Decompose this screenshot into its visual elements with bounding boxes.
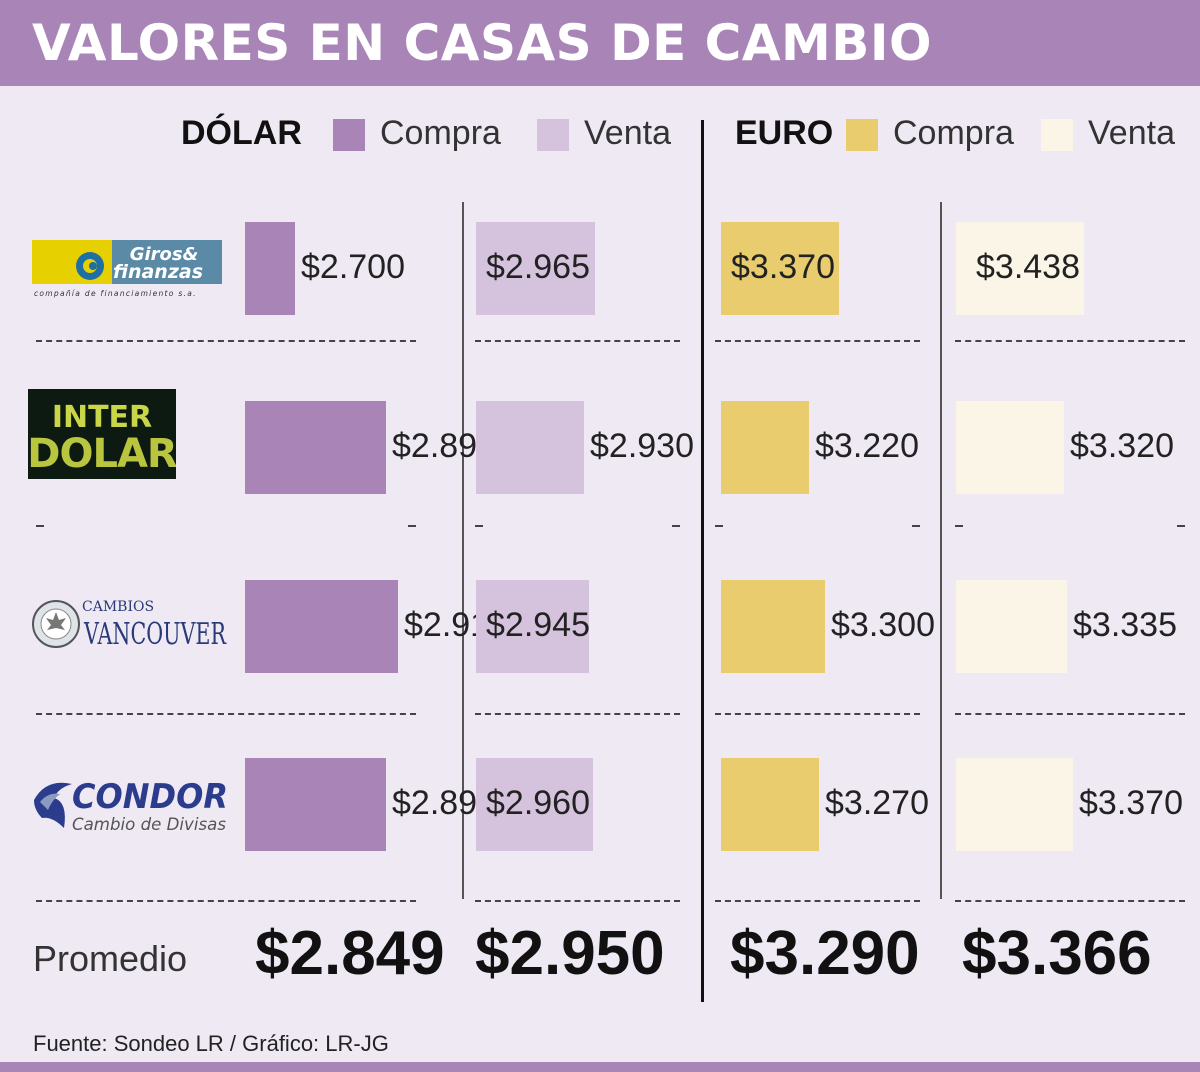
value-label-euro-venta-3: $3.335 [1073, 606, 1177, 644]
value-label-euro-compra-4: $3.270 [825, 784, 929, 822]
promedio-euro-venta: $3.366 [962, 919, 1152, 988]
vancouver-logo-line1: CAMBIOS [82, 599, 154, 615]
currency-divider [701, 120, 704, 1002]
row-separator-tick [36, 525, 44, 527]
giros-logo-tagline: compañía de financiamiento s.a. [34, 289, 197, 298]
row-separator [955, 900, 1185, 902]
bar-euro-compra-3 [721, 580, 825, 673]
bar-dolar-compra-1 [245, 222, 295, 315]
legend-swatch-euro-compra [846, 119, 878, 151]
bar-dolar-compra-4 [245, 758, 386, 851]
row-separator [36, 900, 416, 902]
legend-title-dolar: DÓLAR [181, 114, 302, 152]
condor-logo-line2: Cambio de Divisas [72, 815, 226, 835]
title-bar [0, 0, 1200, 86]
bar-euro-venta-4 [956, 758, 1073, 851]
value-label-dolar-venta-3: $2.945 [486, 606, 590, 644]
giros-finanzas-logo: Giros& finanzas compañía de financiamien… [32, 240, 222, 298]
value-label-euro-compra-3: $3.300 [831, 606, 935, 644]
bar-dolar-venta-4 [476, 758, 593, 851]
legend-label-euro-venta: Venta [1088, 114, 1175, 152]
value-label-euro-venta-4: $3.370 [1079, 784, 1183, 822]
value-label-dolar-venta-1: $2.965 [486, 248, 590, 286]
value-label-euro-compra-1: $3.370 [731, 248, 835, 286]
promedio-dolar-compra: $2.849 [255, 919, 445, 988]
row-separator [475, 713, 680, 715]
bar-dolar-compra-2 [245, 401, 386, 494]
row-separator-tick [672, 525, 680, 527]
bar-euro-venta-2 [956, 401, 1064, 494]
legend-title-euro: EURO [735, 114, 834, 152]
row-separator-tick [408, 525, 416, 527]
row-separator [715, 900, 920, 902]
giros-logo-line1: Giros& [130, 244, 199, 265]
bar-dolar-compra-3 [245, 580, 398, 673]
row-separator-tick [912, 525, 920, 527]
promedio-label: Promedio [33, 938, 188, 979]
row-separator [36, 713, 416, 715]
row-separator [475, 340, 680, 342]
value-label-dolar-compra-1: $2.700 [301, 248, 405, 286]
row-separator [955, 340, 1185, 342]
inter-logo-line1: INTER [52, 400, 152, 435]
inter-dolar-logo: INTER DOLAR [28, 389, 176, 479]
bar-euro-venta-3 [956, 580, 1067, 673]
legend-swatch-dolar-venta [537, 119, 569, 151]
legend-label-euro-compra: Compra [893, 114, 1014, 152]
row-separator [715, 340, 920, 342]
row-separator-tick [715, 525, 723, 527]
value-label-dolar-venta-4: $2.960 [486, 784, 590, 822]
value-label-dolar-venta-2: $2.930 [590, 427, 694, 465]
legend-swatch-euro-venta [1041, 119, 1073, 151]
bar-euro-venta-1 [956, 222, 1084, 315]
bar-dolar-venta-3 [476, 580, 589, 673]
inter-logo-line2: DOLAR [28, 431, 176, 477]
chart-title: VALORES EN CASAS DE CAMBIO [32, 14, 933, 72]
row-separator-tick [475, 525, 483, 527]
row-separator [475, 900, 680, 902]
row-separator-tick [955, 525, 963, 527]
bar-dolar-venta-2 [476, 401, 584, 494]
vancouver-logo-line2: VANCOUVER [83, 617, 227, 652]
condor-logo-line1: CONDOR [72, 777, 228, 817]
bar-dolar-venta-1 [476, 222, 595, 315]
euro-column-divider [940, 202, 942, 899]
vancouver-logo: CAMBIOS VANCOUVER [32, 599, 227, 652]
bar-euro-compra-2 [721, 401, 809, 494]
legend-swatch-dolar-compra [333, 119, 365, 151]
row-separator [715, 713, 920, 715]
legend-label-dolar-venta: Venta [584, 114, 671, 152]
value-label-euro-compra-2: $3.220 [815, 427, 919, 465]
row-separator [36, 340, 416, 342]
promedio-dolar-venta: $2.950 [475, 919, 665, 988]
bar-euro-compra-1 [721, 222, 839, 315]
promedio-euro-compra: $3.290 [730, 919, 920, 988]
legend-label-dolar-compra: Compra [380, 114, 501, 152]
value-label-euro-venta-1: $3.438 [976, 248, 1080, 286]
bottom-bar [0, 1062, 1200, 1072]
bar-euro-compra-4 [721, 758, 819, 851]
giros-logo-line2: finanzas [113, 261, 203, 283]
dolar-column-divider [462, 202, 464, 899]
row-separator [955, 713, 1185, 715]
value-label-euro-venta-2: $3.320 [1070, 427, 1174, 465]
condor-logo: CONDOR Cambio de Divisas [34, 777, 228, 835]
source-note: Fuente: Sondeo LR / Gráfico: LR-JG [33, 1031, 389, 1056]
row-separator-tick [1177, 525, 1185, 527]
